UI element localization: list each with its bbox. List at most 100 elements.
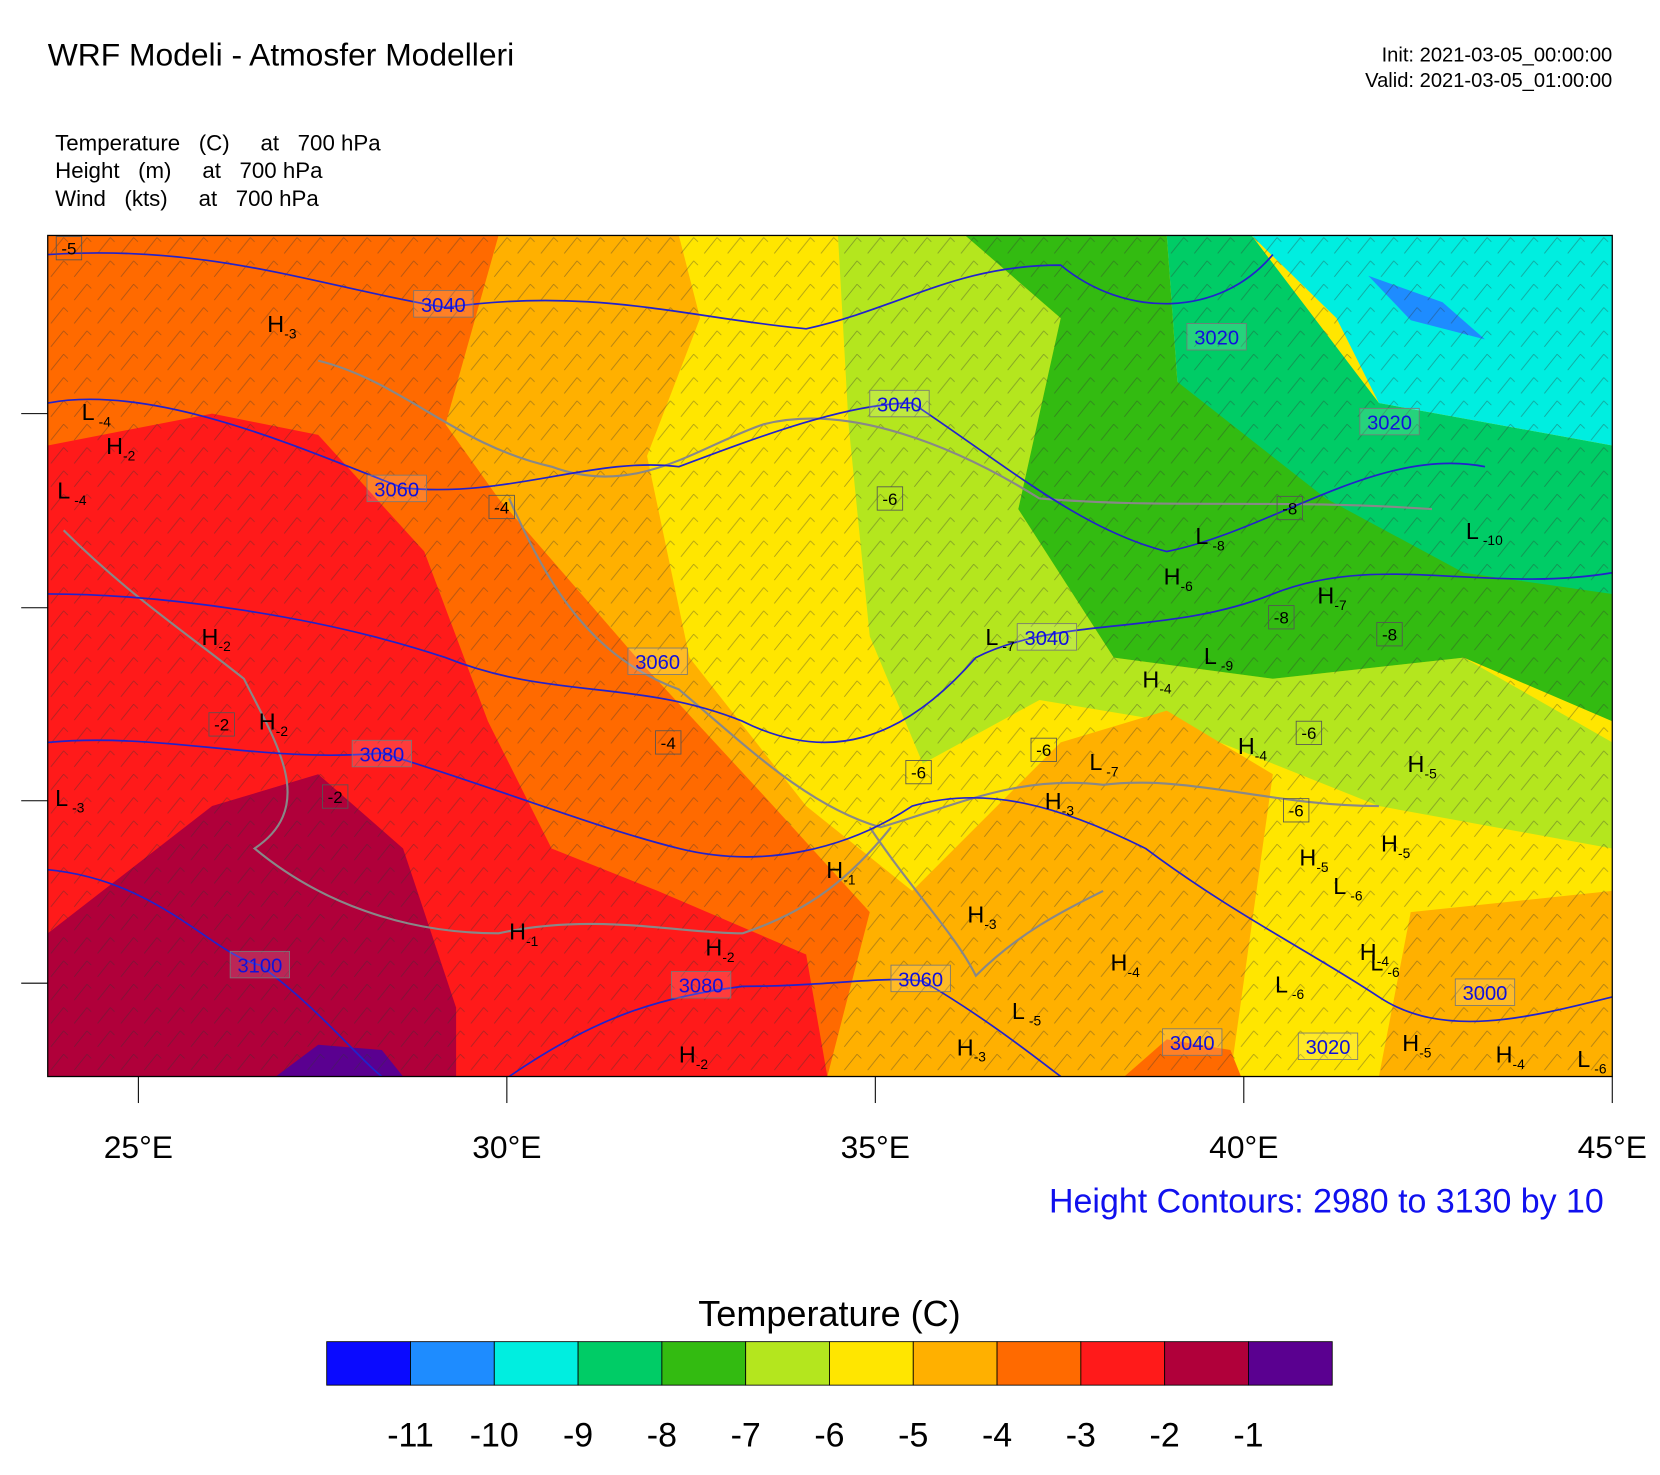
center-letter: L (1466, 518, 1479, 544)
center-letter: H (202, 624, 219, 650)
x-tick-label: 25°E (104, 1129, 173, 1165)
center-value: -2 (123, 448, 135, 463)
contour-label: 3060 (635, 652, 680, 674)
colorbar-label: -2 (1150, 1417, 1180, 1455)
label-box (655, 730, 682, 755)
center-value: -6 (1181, 579, 1194, 594)
x-tick-label: 45°E (1578, 1129, 1647, 1165)
map-frame (47, 234, 1613, 1078)
center-letter: H (1111, 949, 1128, 975)
colorbar-label: -8 (647, 1417, 677, 1455)
center-value: -2 (219, 639, 231, 654)
colorbar-box (493, 1341, 579, 1386)
center-value: -10 (1483, 533, 1503, 548)
label-box (627, 647, 688, 675)
label-box (1276, 495, 1303, 521)
label-box (1268, 605, 1295, 630)
colorbar-box (912, 1341, 998, 1386)
label-box (671, 971, 732, 999)
contour-label: 3080 (359, 745, 404, 767)
colorbar-label: -4 (982, 1417, 1012, 1455)
x-tick-label: 35°E (841, 1129, 910, 1165)
colorbar-box (745, 1341, 830, 1386)
label-box (488, 494, 515, 520)
contour-label: 3040 (877, 395, 922, 417)
contour-label: 3020 (1306, 1037, 1351, 1059)
contour-label: 3020 (1194, 328, 1239, 350)
center-letter: H (106, 433, 123, 459)
lat-ticks (21, 413, 48, 984)
label-box (322, 784, 349, 809)
label-box (1186, 323, 1247, 351)
overlays (47, 235, 1613, 1077)
center-value: -4 (1255, 748, 1268, 763)
center-value: -5 (1029, 1014, 1042, 1029)
label-box (1376, 622, 1403, 647)
center-value: -5 (1425, 766, 1438, 781)
colorbar-box (1080, 1341, 1166, 1386)
center-value: -4 (1377, 954, 1390, 969)
x-tick-label: 30°E (472, 1129, 541, 1165)
center-value: -3 (1062, 804, 1075, 819)
valid-time: Valid: 2021-03-05_01:00:00 (1365, 70, 1612, 92)
center-letter: H (1317, 582, 1334, 608)
label-box (413, 290, 474, 318)
contour-label: 3040 (1025, 628, 1070, 650)
label-box (1297, 1032, 1359, 1060)
contour-label: 3100 (237, 956, 282, 978)
label-box (366, 474, 427, 503)
label-box (208, 712, 235, 737)
center-letter: H (1402, 1030, 1419, 1056)
contour-label: 3000 (1463, 983, 1508, 1005)
center-value: -3 (984, 917, 997, 932)
colorbar-label: -9 (563, 1417, 593, 1455)
center-letter: H (1164, 563, 1181, 589)
center-letter: H (967, 902, 984, 928)
colorbar-label: -3 (1066, 1417, 1096, 1455)
colorbar-box (577, 1341, 663, 1386)
center-value: -4 (99, 414, 112, 429)
center-letter: L (1089, 749, 1102, 775)
center-value: -2 (276, 724, 288, 739)
contour-label: 3080 (679, 976, 724, 998)
borders (62, 359, 1433, 978)
temperature-label: -4 (661, 734, 676, 753)
center-value: -9 (1221, 658, 1233, 673)
colorbar-label: -10 (470, 1417, 519, 1455)
temperature-label: -6 (882, 490, 897, 509)
temperature-label: -5 (61, 240, 76, 259)
label-box (1030, 737, 1057, 762)
center-letter: H (1381, 831, 1398, 857)
center-value: -2 (722, 950, 734, 965)
label-box (905, 760, 932, 785)
colorbar-box (410, 1341, 495, 1386)
colorbar-box (1164, 1341, 1249, 1386)
colorbar-label: -7 (731, 1417, 761, 1455)
center-letter: H (267, 311, 284, 337)
label-box (869, 389, 930, 418)
center-letter: H (705, 935, 722, 961)
center-letter: L (1370, 949, 1383, 975)
center-letter: H (1238, 733, 1255, 759)
colorbar-box (1248, 1341, 1333, 1386)
contour-note: Height Contours: 2980 to 3130 by 10 (1049, 1182, 1604, 1220)
center-letter: L (985, 624, 998, 650)
center-letter: H (957, 1034, 974, 1060)
center-value: -3 (974, 1050, 987, 1065)
temperature-label: -8 (1282, 499, 1297, 518)
height-contours (47, 252, 1613, 1077)
center-letter: L (55, 785, 68, 811)
center-letter: H (1360, 939, 1377, 965)
center-letter: H (1496, 1042, 1513, 1068)
temperature-label: -6 (911, 763, 926, 782)
temperature-label: -2 (328, 788, 343, 807)
center-value: -3 (72, 800, 85, 815)
center-letter: L (57, 477, 70, 503)
center-value: -6 (1350, 888, 1363, 903)
colorbar-box (996, 1341, 1082, 1386)
temperature-label: -8 (1274, 609, 1289, 628)
title: WRF Modeli - Atmosfer Modelleri (48, 37, 514, 73)
label-box (1162, 1028, 1223, 1056)
center-letter: L (1577, 1046, 1590, 1072)
